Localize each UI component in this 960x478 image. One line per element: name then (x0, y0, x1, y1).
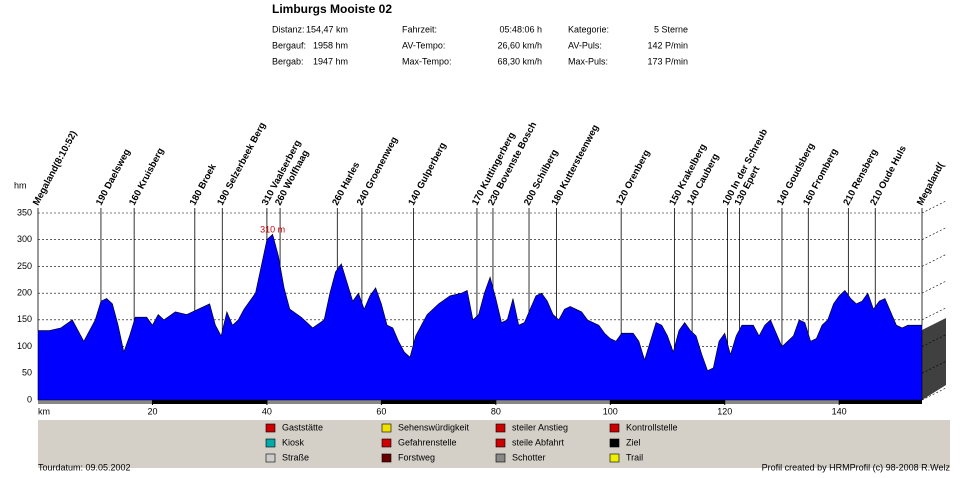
waypoint-label: 180 Broek (188, 162, 219, 208)
stat-text: Max-Tempo: (402, 56, 452, 66)
title: Limburgs Mooiste 02 (272, 2, 392, 16)
x-tick-label: 100 (603, 406, 618, 416)
axis-band (724, 400, 840, 404)
axis-band (381, 400, 496, 404)
stat-text: Kategorie: (568, 24, 609, 34)
x-tick-label: 140 (832, 406, 847, 416)
stat-text: Bergauf: (272, 40, 306, 50)
grid-line (38, 361, 947, 374)
legend-icon (609, 438, 620, 448)
stat-text: 05:48:06 h (499, 24, 542, 34)
grid-line (38, 280, 947, 294)
axis-band (38, 400, 153, 404)
legend-label: Kontrollstelle (626, 422, 678, 432)
y-tick-label: 0 (27, 394, 32, 404)
stat-text: 1947 hm (313, 56, 348, 66)
stat-text: Max-Puls: (568, 56, 608, 66)
y-tick-label: 250 (17, 261, 32, 271)
legend-icon (265, 423, 276, 433)
legend-label: Kiosk (282, 437, 305, 447)
legend-icon (381, 423, 392, 433)
annotation: 310 m (260, 224, 285, 234)
legend-icon (609, 423, 620, 433)
legend-label: Sehenswürdigkeit (398, 422, 470, 432)
axis-band (839, 400, 922, 404)
waypoint-label: 180 Kuttersteenweg (549, 123, 601, 208)
waypoint-label: 190 Selzerbeek Berg (215, 120, 268, 207)
y-axis-label: hm (14, 180, 27, 190)
legend-label: Forstweg (398, 452, 435, 462)
grid-line (38, 254, 947, 267)
stat-text: 5 Sterne (654, 24, 688, 34)
legend-icon (495, 438, 506, 448)
axis-band (495, 400, 611, 404)
stat-text: AV-Puls: (568, 40, 602, 50)
waypoint-label: 190 Daelsweg (94, 147, 133, 207)
waypoint-label: 160 Kruisberg (127, 146, 167, 207)
y-tick-label: 200 (17, 288, 32, 298)
footer-left: Tourdatum: 09.05.2002 (38, 462, 131, 472)
legend-icon (381, 438, 392, 448)
y-tick-label: 350 (17, 207, 32, 217)
y-tick-label: 100 (17, 341, 32, 351)
stat-text: 26,60 km/h (497, 40, 542, 50)
legend-label: Ziel (626, 437, 641, 447)
profile-area (37, 233, 923, 401)
legend-icon (495, 423, 506, 433)
axis-band (610, 400, 725, 404)
legend-icon (265, 438, 276, 448)
legend-label: steiler Anstieg (512, 422, 568, 432)
x-tick-label: 20 (147, 406, 157, 416)
legend-label: Straße (282, 452, 309, 462)
legend-box (38, 420, 950, 468)
x-tick-label: 40 (262, 406, 272, 416)
axis-band (266, 400, 382, 404)
stat-text: 173 P/min (647, 56, 688, 66)
legend-icon (381, 453, 392, 463)
stat-text: Distanz: (272, 24, 305, 34)
stat-text: 68,30 km/h (497, 56, 542, 66)
stat-text: 1958 hm (313, 40, 348, 50)
x-axis-label: km (38, 406, 50, 416)
legend-label: Schotter (512, 452, 546, 462)
y-tick-label: 300 (17, 234, 32, 244)
stat-text: 154,47 km (306, 24, 348, 34)
waypoint-label: 240 Groenenweg (355, 135, 400, 207)
legend-icon (495, 453, 506, 463)
legend-label: steile Abfahrt (512, 437, 565, 447)
x-tick-label: 80 (491, 406, 501, 416)
legend-icon (265, 453, 276, 463)
x-tick-label: 60 (376, 406, 386, 416)
x-tick-label: 120 (717, 406, 732, 416)
legend-icon (609, 453, 620, 463)
legend-label: Gaststätte (282, 422, 323, 432)
waypoint-label: 120 Orenberg (614, 148, 653, 207)
y-tick-label: 150 (17, 314, 32, 324)
legend-label: Trail (626, 452, 643, 462)
axis-band (152, 400, 267, 404)
legend-label: Gefahrenstelle (398, 437, 457, 447)
stat-text: Bergab: (272, 56, 304, 66)
side-face (922, 318, 946, 400)
waypoint-label: Megaland( (915, 160, 947, 207)
stat-text: AV-Tempo: (402, 40, 445, 50)
footer-right: Profil created by HRMProfil (c) 98-2008 … (762, 462, 951, 472)
waypoint-label: 140 Gulperberg (406, 141, 449, 208)
y-tick-label: 50 (22, 368, 32, 378)
stat-text: 142 P/min (647, 40, 688, 50)
stat-text: Fahrzeit: (402, 24, 437, 34)
waypoint-label: Megaland(8:10:52) (31, 129, 80, 207)
